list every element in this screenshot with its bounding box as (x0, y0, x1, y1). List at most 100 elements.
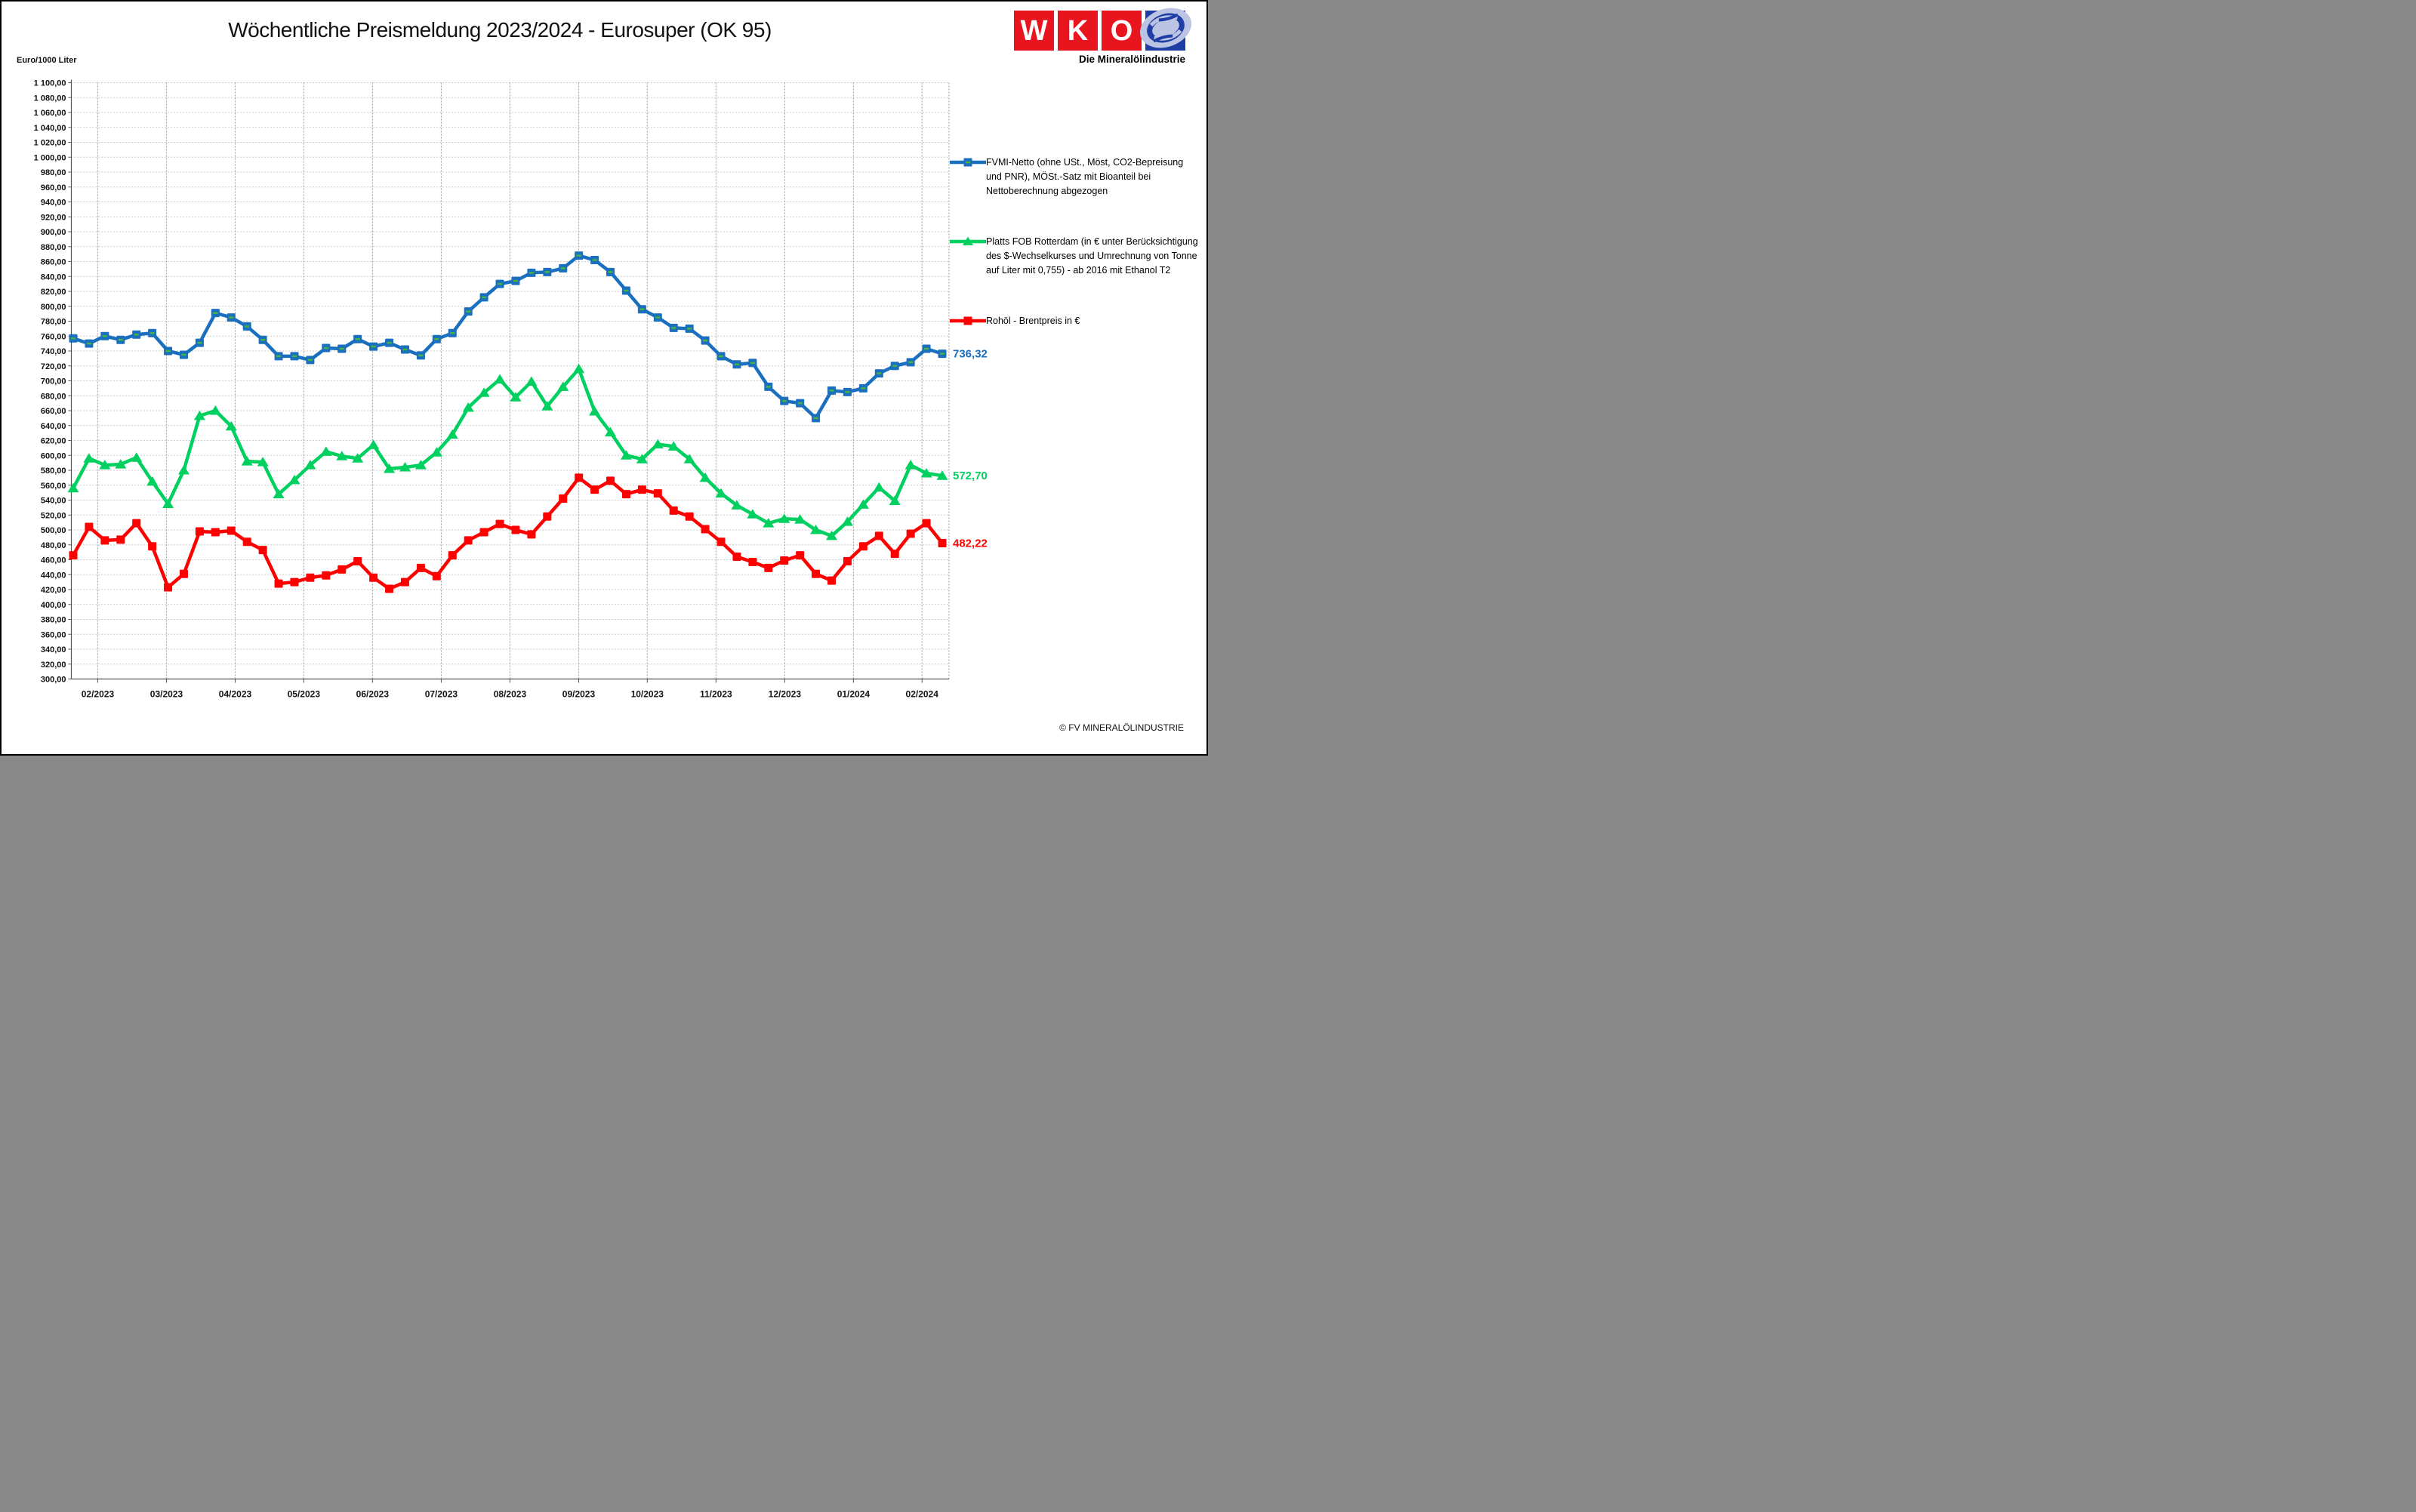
marker-inner-dash (245, 325, 250, 328)
x-axis-label: 09/2023 (562, 689, 596, 700)
data-point-marker (827, 576, 837, 585)
marker-inner-dash (260, 338, 266, 341)
marker-inner-dash (592, 259, 597, 261)
data-point-marker (589, 405, 601, 416)
data-point-marker (432, 571, 441, 580)
data-point-marker (841, 516, 853, 526)
y-axis-label: 600,00 (41, 451, 66, 460)
legend-entry: Rohöl - Brentpreis in € (950, 314, 1199, 328)
x-axis-label: 08/2023 (494, 689, 527, 700)
data-point-marker (257, 457, 269, 467)
data-point-marker (510, 392, 522, 402)
data-point-marker (764, 563, 773, 572)
marker-inner-dash (197, 341, 202, 344)
data-point-marker (557, 381, 569, 391)
data-point-marker (748, 557, 757, 566)
logo-letter-o: O (1102, 11, 1142, 51)
data-point-marker (99, 460, 111, 470)
data-point-marker (889, 495, 901, 505)
x-axis-label: 06/2023 (356, 689, 390, 700)
data-point-marker (179, 569, 188, 578)
y-axis-label: 1 000,00 (34, 153, 66, 162)
data-point-marker (511, 525, 520, 534)
data-point-marker (873, 482, 885, 492)
data-point-marker (225, 420, 237, 431)
y-axis-label: 800,00 (41, 303, 66, 312)
data-point-marker (430, 447, 442, 457)
marker-inner-dash (71, 337, 76, 340)
y-axis-label: 340,00 (41, 645, 66, 654)
legend-label: FVMI-Netto (ohne USt., Möst, CO2-Bepreis… (986, 157, 1184, 196)
y-axis-label: 1 080,00 (34, 94, 66, 103)
data-point-marker (559, 494, 568, 503)
series-end-value-label: 482,22 (953, 537, 988, 550)
logo-letter-w: W (1014, 11, 1054, 51)
data-point-marker (699, 472, 711, 482)
marker-inner-dash (291, 355, 297, 358)
data-point-marker (446, 429, 458, 439)
data-point-marker (69, 551, 78, 560)
data-point-marker (495, 519, 504, 528)
legend-swatch-icon (950, 236, 986, 245)
x-axis-label: 07/2023 (425, 689, 458, 700)
y-axis-label: 660,00 (41, 407, 66, 416)
marker-inner-dash (766, 386, 771, 388)
x-axis-label: 12/2023 (769, 689, 802, 700)
series-end-value-label: 736,32 (953, 348, 988, 361)
marker-inner-dash (102, 335, 107, 337)
data-point-marker (288, 474, 300, 485)
marker-inner-dash (813, 417, 818, 420)
data-point-marker (258, 546, 267, 555)
copyright-note: © FV MINERALÖLINDUSTRIE (1059, 722, 1184, 733)
data-point-marker (653, 489, 662, 498)
marker-inner-dash (371, 345, 376, 348)
marker-inner-dash (434, 337, 439, 340)
data-point-marker (336, 451, 348, 460)
data-point-marker (479, 528, 488, 537)
y-axis-label: 1 060,00 (34, 109, 66, 118)
y-axis-label: 740,00 (41, 347, 66, 356)
data-point-marker (620, 450, 632, 460)
y-axis-label: 460,00 (41, 556, 66, 565)
data-point-marker (146, 476, 159, 486)
data-point-marker (464, 536, 473, 545)
y-axis-label: 700,00 (41, 377, 66, 386)
data-point-marker (414, 460, 427, 470)
data-point-marker (732, 553, 741, 562)
data-point-marker (320, 446, 332, 456)
y-axis-label: 840,00 (41, 273, 66, 282)
y-axis-label: 1 040,00 (34, 124, 66, 133)
marker-inner-dash (560, 267, 565, 269)
y-axis-label: 480,00 (41, 541, 66, 550)
wko-logo: W K O Die Mineralölindustrie (1013, 8, 1191, 65)
logo-tagline: Die Mineralölindustrie (1078, 54, 1185, 65)
data-point-marker (416, 563, 425, 572)
data-point-marker (195, 527, 204, 536)
legend-label: Platts FOB Rotterdam (in € unter Berücks… (986, 236, 1198, 276)
marker-inner-dash (528, 272, 534, 274)
data-point-marker (322, 571, 331, 580)
data-point-marker (352, 453, 364, 463)
y-axis-label: 320,00 (41, 661, 66, 670)
marker-inner-dash (845, 391, 850, 393)
marker-inner-dash (908, 361, 914, 364)
data-point-marker (131, 452, 143, 462)
marker-inner-dash (355, 337, 360, 340)
data-point-marker (242, 537, 251, 547)
data-point-marker (164, 583, 173, 592)
data-point-marker (226, 526, 236, 535)
data-point-marker (399, 462, 411, 472)
legend-entry: FVMI-Netto (ohne USt., Möst, CO2-Bepreis… (950, 156, 1199, 199)
marker-inner-dash (687, 328, 692, 330)
x-axis-label: 01/2024 (837, 689, 871, 700)
x-axis-label: 03/2023 (150, 689, 183, 700)
data-point-marker (211, 528, 220, 537)
data-point-marker (85, 522, 94, 531)
marker-inner-dash (149, 332, 155, 334)
marker-inner-dash (829, 390, 834, 392)
data-point-marker (606, 476, 615, 485)
data-point-marker (527, 530, 536, 539)
marker-inner-dash (339, 347, 344, 350)
data-point-marker (716, 537, 726, 547)
data-point-marker (667, 441, 680, 451)
